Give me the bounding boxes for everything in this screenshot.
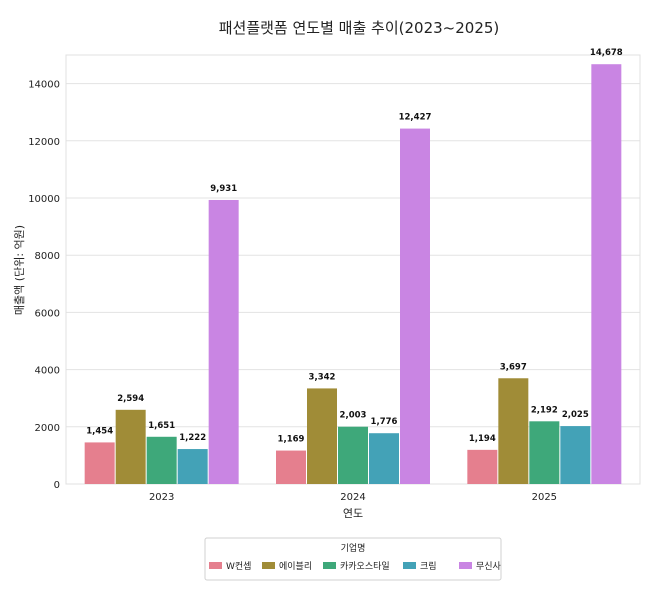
chart-title: 패션플랫폼 연도별 매출 추이(2023~2025) xyxy=(219,19,500,37)
bars xyxy=(84,64,622,485)
data-label: 9,931 xyxy=(210,184,237,194)
bar xyxy=(338,426,368,484)
data-label: 14,678 xyxy=(590,48,623,58)
legend-swatch xyxy=(209,562,222,569)
data-label: 1,194 xyxy=(469,434,496,444)
y-tick-label: 0 xyxy=(54,480,60,491)
legend-label: W컨셉 xyxy=(226,561,251,572)
data-label: 2,003 xyxy=(340,411,367,421)
x-axis-label: 연도 xyxy=(343,507,363,520)
bar xyxy=(208,199,239,485)
bar xyxy=(498,378,529,484)
data-label: 1,169 xyxy=(278,435,305,445)
data-label: 12,427 xyxy=(399,113,432,123)
data-labels: 1,454 2,594 1,651 1,222 9,931 1,169 3,342 2,003… xyxy=(86,48,623,444)
bar xyxy=(307,388,337,484)
legend: 기업명 W컨셉 에이블리 카카오스타일 크림 무신사 xyxy=(204,537,502,581)
y-tick-label: 8000 xyxy=(35,251,60,262)
data-label: 1,454 xyxy=(86,426,113,436)
data-label: 1,651 xyxy=(148,421,175,431)
bar xyxy=(177,449,208,484)
legend-label: 크림 xyxy=(420,560,437,572)
data-label: 3,697 xyxy=(500,362,527,372)
data-label: 2,025 xyxy=(562,410,589,420)
legend-swatch xyxy=(459,562,472,569)
bar xyxy=(467,449,498,484)
data-label: 2,594 xyxy=(117,394,144,404)
data-label: 1,776 xyxy=(371,417,398,427)
bar xyxy=(146,436,177,484)
data-label: 1,222 xyxy=(179,433,206,443)
legend-label: 에이블리 xyxy=(279,561,312,572)
y-tick-label: 12000 xyxy=(28,137,60,148)
legend-label: 카카오스타일 xyxy=(340,561,390,572)
y-axis-ticks: 0 2000 4000 6000 8000 10000 12000 14000 xyxy=(28,80,60,491)
x-axis-ticks: 2023 2024 2025 xyxy=(149,492,557,503)
bar xyxy=(560,426,591,484)
legend-label: 무신사 xyxy=(476,561,502,572)
bar xyxy=(369,433,399,484)
x-tick-label: 2025 xyxy=(532,492,557,503)
y-tick-label: 6000 xyxy=(35,308,60,319)
legend-title: 기업명 xyxy=(341,543,366,554)
legend-items: W컨셉 에이블리 카카오스타일 크림 무신사 xyxy=(209,560,502,572)
legend-swatch xyxy=(403,562,416,569)
x-tick-label: 2024 xyxy=(340,492,365,503)
y-tick-label: 10000 xyxy=(28,194,60,205)
bar xyxy=(400,128,430,484)
bar xyxy=(529,421,560,484)
y-tick-label: 14000 xyxy=(28,80,60,91)
bar xyxy=(276,450,306,484)
bar xyxy=(591,64,622,484)
legend-swatch xyxy=(323,562,336,569)
x-tick-label: 2023 xyxy=(149,492,174,503)
data-label: 3,342 xyxy=(309,372,336,382)
bar xyxy=(115,409,146,484)
data-label: 2,192 xyxy=(531,405,558,415)
legend-swatch xyxy=(262,562,275,569)
y-axis-label: 매출액 (단위: 억원) xyxy=(13,225,26,315)
gridlines xyxy=(66,83,640,485)
bar xyxy=(84,442,115,484)
y-tick-label: 4000 xyxy=(35,366,60,377)
legend-box xyxy=(204,537,502,581)
y-tick-label: 2000 xyxy=(35,423,60,434)
